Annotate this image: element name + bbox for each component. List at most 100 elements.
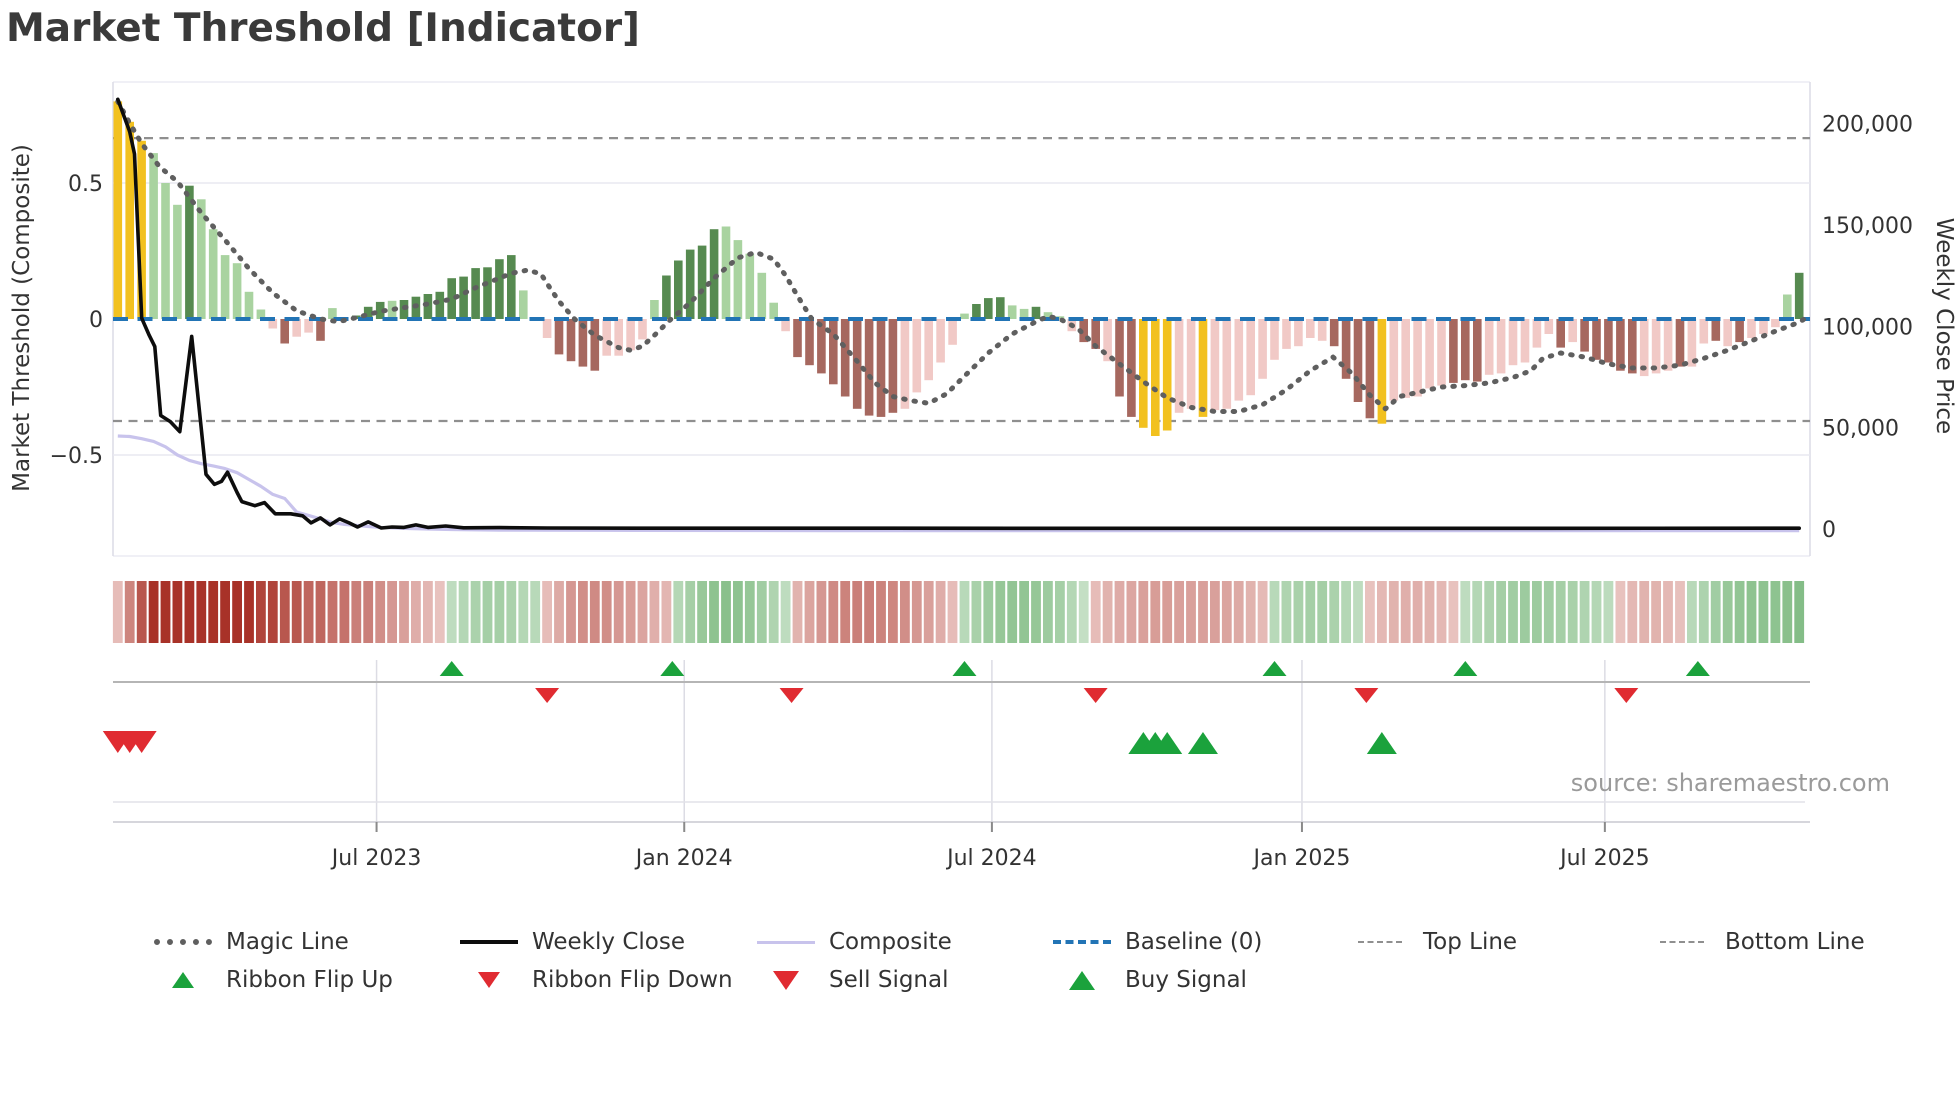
right-tick-label: 100,000 bbox=[1822, 315, 1913, 340]
ribbon-cell bbox=[637, 581, 648, 643]
ribbon-cell bbox=[601, 581, 612, 643]
right-tick-label: 0 bbox=[1822, 518, 1836, 543]
ribbon-flip-down-icon bbox=[535, 688, 560, 703]
bar bbox=[1461, 319, 1470, 381]
bar bbox=[507, 255, 516, 319]
bar bbox=[1151, 319, 1160, 436]
ribbon-cell bbox=[1734, 581, 1745, 643]
bar bbox=[1103, 319, 1112, 362]
bar bbox=[197, 199, 206, 319]
bar bbox=[316, 319, 325, 341]
ribbon-cell bbox=[1007, 581, 1018, 643]
bar bbox=[638, 319, 647, 340]
bar bbox=[459, 276, 468, 319]
bar bbox=[1604, 319, 1613, 363]
ribbon-flip-down-icon bbox=[779, 688, 804, 703]
top-line-swatch-icon bbox=[1351, 941, 1409, 943]
ribbon-cell bbox=[1078, 581, 1089, 643]
ribbon-cell bbox=[1150, 581, 1161, 643]
ribbon-cell bbox=[1627, 581, 1638, 643]
ribbon-cell bbox=[1400, 581, 1411, 643]
right-axis-title: Weekly Close Price bbox=[1931, 217, 1957, 435]
bar bbox=[709, 229, 719, 319]
bar bbox=[268, 319, 278, 329]
ribbon-cell bbox=[1615, 581, 1626, 643]
ribbon-cell bbox=[1293, 581, 1304, 643]
legend-label: Baseline (0) bbox=[1125, 929, 1263, 955]
ribbon-cell bbox=[184, 581, 195, 643]
bar bbox=[805, 319, 814, 366]
ribbon-cell bbox=[148, 581, 159, 643]
ribbon-cell bbox=[1424, 581, 1435, 643]
ribbon-cell bbox=[279, 581, 290, 643]
bar bbox=[220, 255, 230, 319]
bar bbox=[423, 294, 433, 319]
ribbon-cell bbox=[1603, 581, 1614, 643]
x-tick-label: Jan 2024 bbox=[634, 846, 733, 871]
bar bbox=[1508, 319, 1518, 366]
ribbon-cell bbox=[756, 581, 767, 643]
ribbon-cell bbox=[1484, 581, 1495, 643]
bar bbox=[232, 263, 242, 319]
legend-item-magic-line: Magic Line bbox=[154, 925, 349, 959]
ribbon-cell bbox=[256, 581, 266, 643]
bar bbox=[1079, 319, 1088, 343]
ribbon-cell bbox=[1472, 581, 1483, 643]
ribbon-cell bbox=[196, 581, 207, 643]
bar bbox=[1055, 316, 1065, 319]
ribbon-cell bbox=[578, 581, 588, 643]
bar bbox=[244, 291, 254, 319]
ribbon-cell bbox=[1305, 581, 1316, 643]
ribbon-cell bbox=[1710, 581, 1721, 643]
ribbon-cell bbox=[1460, 581, 1471, 643]
ribbon-cell bbox=[363, 581, 374, 643]
ribbon-cell bbox=[1543, 581, 1554, 643]
bar bbox=[1413, 319, 1422, 397]
ribbon-cell bbox=[744, 581, 755, 643]
legend-item-weekly-close: Weekly Close bbox=[460, 925, 685, 959]
ribbon-cell bbox=[780, 581, 791, 643]
weekly-close-swatch-icon bbox=[460, 940, 518, 944]
ribbon-cell bbox=[1138, 581, 1149, 643]
x-axis: Jul 2023 Jan 2024 Jul 2024 Jan 2025 Jul 2025 bbox=[113, 801, 1810, 871]
ribbon-cell bbox=[733, 581, 743, 643]
legend-label: Ribbon Flip Up bbox=[226, 967, 393, 993]
bar bbox=[936, 319, 945, 363]
ribbon-flip-up-icon bbox=[1453, 661, 1478, 676]
bar bbox=[1639, 319, 1649, 377]
right-tick-label: 200,000 bbox=[1822, 113, 1913, 138]
bar bbox=[1270, 319, 1279, 360]
weekly-close-line bbox=[116, 97, 1801, 531]
ribbon-cell bbox=[1746, 581, 1757, 643]
ribbon-cell bbox=[1353, 581, 1363, 643]
bar bbox=[1329, 319, 1339, 347]
ribbon-flip-markers bbox=[439, 661, 1710, 703]
ribbon-flip-up-icon bbox=[1685, 661, 1710, 676]
bar bbox=[1353, 319, 1363, 402]
bar bbox=[960, 313, 969, 319]
ribbon-cell bbox=[900, 581, 910, 643]
ribbon-cell bbox=[1555, 581, 1566, 643]
ribbon-cell bbox=[888, 581, 898, 643]
bar bbox=[697, 245, 707, 319]
bar bbox=[1568, 319, 1577, 343]
magic-line bbox=[115, 98, 1809, 414]
ribbon-cell bbox=[709, 581, 719, 643]
bar bbox=[1031, 306, 1041, 319]
ribbon-cell bbox=[959, 581, 970, 643]
bar bbox=[1735, 319, 1744, 343]
legend-item-bottom-line: Bottom Line bbox=[1653, 925, 1865, 959]
ribbon-cell bbox=[685, 581, 696, 643]
left-tick-label: −0.5 bbox=[50, 444, 103, 469]
legend-label: Sell Signal bbox=[829, 967, 949, 993]
ribbon-cell bbox=[1651, 581, 1661, 643]
ribbon-cell bbox=[339, 581, 350, 643]
bar bbox=[363, 306, 373, 319]
bar bbox=[1007, 305, 1017, 319]
buy-signal-icon bbox=[1187, 732, 1218, 754]
ribbon-cell bbox=[554, 581, 564, 643]
bar bbox=[721, 226, 731, 319]
bar bbox=[1294, 319, 1303, 347]
